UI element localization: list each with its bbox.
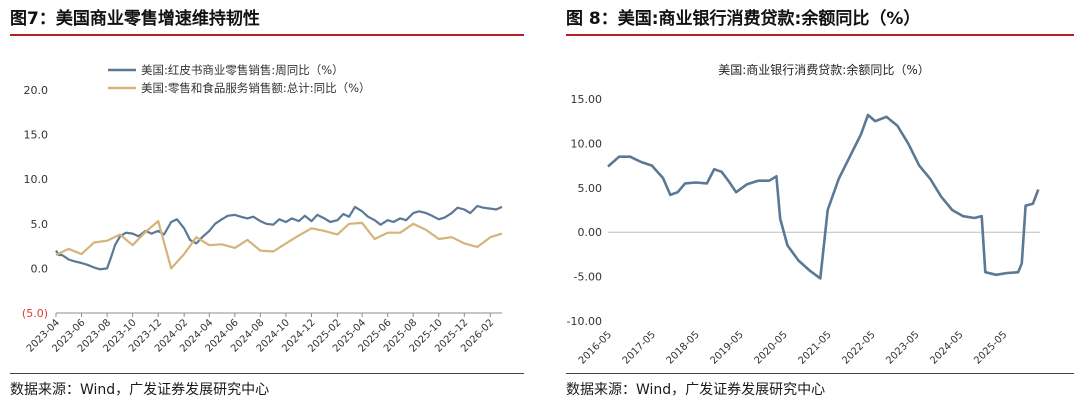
retail-sales-line-chart: 20.015.010.05.00.0(5.0)2023-042023-06202… — [22, 63, 503, 355]
left-panel: 图7：美国商业零售增速维持韧性 20.0 15.0 10.0 5.0 0.0 (5.0) 2… — [0, 0, 530, 405]
source-divider — [566, 373, 1074, 374]
series-line-1 — [55, 204, 503, 271]
figure-7-title: 图7：美国商业零售增速维持韧性 — [10, 9, 260, 29]
figure-8-source: 数据来源：Wind，广发证券发展研究中心 — [566, 382, 826, 398]
y-tick-label: 15.0 — [24, 129, 49, 142]
x-tick-label: 2025-05 — [972, 329, 1009, 366]
legend-label-1: 美国:红皮书商业零售销售:周同比（%） — [141, 63, 344, 77]
figure-8-title: 图 8：美国:商业银行消费贷款:余额同比（%） — [566, 9, 921, 29]
title-divider — [566, 34, 1074, 36]
title-divider — [10, 34, 524, 36]
x-tick-label: 2016-05 — [577, 329, 614, 366]
legend-label-2: 美国:零售和食品服务销售额:总计:同比（%） — [141, 81, 371, 95]
x-tick-label: 2022-05 — [840, 329, 877, 366]
y-tick-label: 10.0 — [24, 173, 49, 186]
x-tick-label: 2021-05 — [796, 329, 833, 366]
series-line-1 — [607, 113, 1040, 280]
x-tick-label: 2018-05 — [665, 329, 702, 366]
right-panel: 图 8：美国:商业银行消费贷款:余额同比（%） 美国:商业银行消费贷款:余额同比… — [556, 0, 1080, 405]
y-tick-label: 20.0 — [24, 84, 49, 97]
y-tick-label: 5.0 — [31, 218, 49, 231]
x-tick-label: 2020-05 — [753, 329, 790, 366]
series-line-2 — [55, 220, 503, 270]
x-tick-label: 2024-05 — [928, 329, 965, 366]
source-divider — [10, 373, 524, 374]
y-tick-label: -5.00 — [574, 271, 602, 284]
figure-7-source: 数据来源：Wind，广发证券发展研究中心 — [10, 382, 270, 398]
x-tick-label: 2019-05 — [709, 329, 746, 366]
y-tick-label: 0.0 — [31, 262, 49, 275]
x-tick-label: 2023-05 — [884, 329, 921, 366]
y-tick-label: 10.00 — [571, 137, 603, 150]
y-tick-label: (5.0) — [22, 307, 48, 320]
consumer-loan-line-chart: 美国:商业银行消费贷款:余额同比（%） 15.00 10.00 5.00 0.00 -5.… — [567, 62, 1040, 367]
y-tick-label: -10.00 — [567, 315, 602, 328]
x-tick-label: 2017-05 — [621, 329, 658, 366]
y-tick-label: 15.00 — [571, 93, 603, 106]
y-tick-label: 5.00 — [578, 182, 603, 195]
chart-title: 美国:商业银行消费贷款:余额同比（%） — [718, 62, 930, 77]
y-tick-label: 0.00 — [578, 226, 603, 239]
